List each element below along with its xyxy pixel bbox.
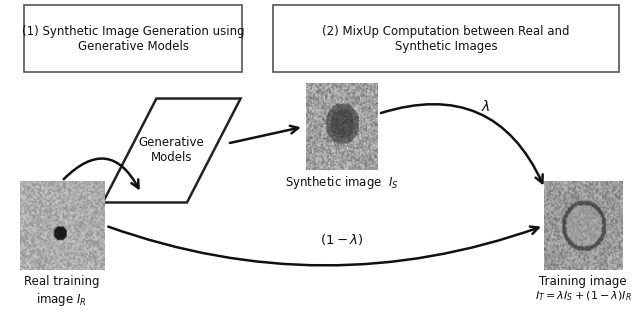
FancyArrowPatch shape <box>381 104 543 183</box>
Text: $\lambda$: $\lambda$ <box>481 100 490 114</box>
Text: $(1 - \lambda)$: $(1 - \lambda)$ <box>320 232 364 247</box>
Text: Generative
Models: Generative Models <box>139 137 205 165</box>
Text: Real training
image $I_R$: Real training image $I_R$ <box>24 275 99 308</box>
FancyArrowPatch shape <box>63 159 138 188</box>
Text: Synthetic image  $I_S$: Synthetic image $I_S$ <box>285 174 399 191</box>
Text: (1) Synthetic Image Generation using
Generative Models: (1) Synthetic Image Generation using Gen… <box>22 25 244 52</box>
Polygon shape <box>103 99 241 203</box>
FancyArrowPatch shape <box>230 126 298 143</box>
Text: (2) MixUp Computation between Real and
Synthetic Images: (2) MixUp Computation between Real and S… <box>323 25 570 52</box>
FancyBboxPatch shape <box>273 5 620 72</box>
FancyBboxPatch shape <box>24 5 243 72</box>
Text: Training image: Training image <box>539 275 627 288</box>
Text: $I_T = \lambda I_S + (1 - \lambda)I_R$: $I_T = \lambda I_S + (1 - \lambda)I_R$ <box>534 289 631 303</box>
FancyArrowPatch shape <box>108 227 538 265</box>
